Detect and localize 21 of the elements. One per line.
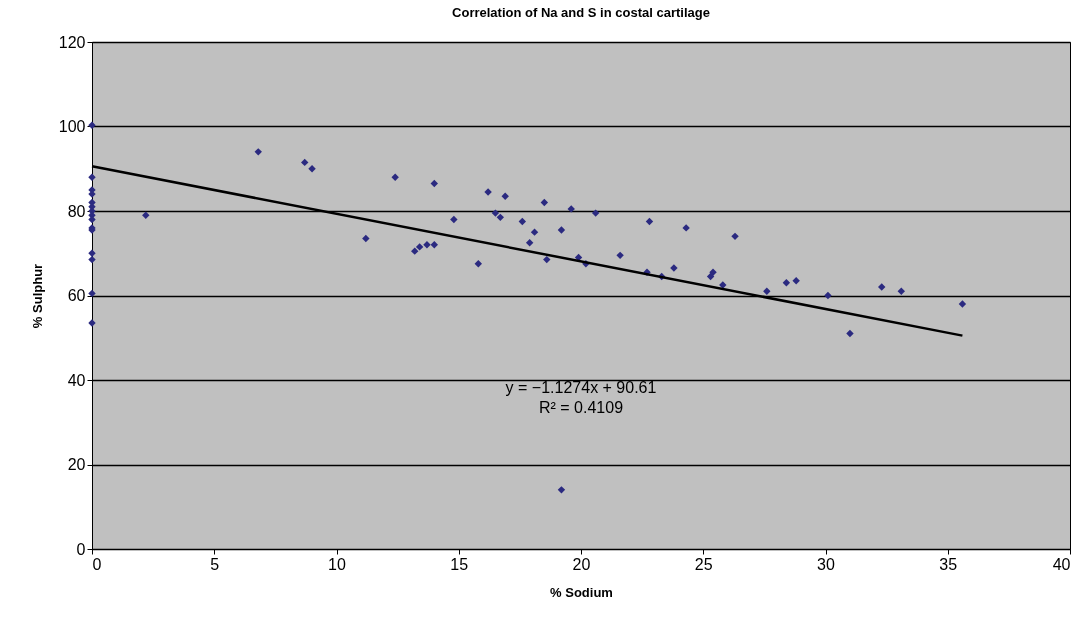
x-tick-label: 40 — [1052, 555, 1071, 573]
annotation: R² = 0.4109 — [538, 398, 624, 416]
x-tick-label: 20 — [572, 555, 591, 573]
y-tick-label: 0 — [76, 540, 86, 558]
y-tick-label: 60 — [67, 287, 86, 304]
x-tick-label: 5 — [210, 555, 220, 573]
y-tick-label: 20 — [67, 456, 86, 473]
x-tick-label: 0 — [92, 555, 102, 573]
x-axis-title: % Sodium — [550, 584, 613, 600]
y-tick-label: 40 — [67, 371, 86, 389]
x-tick-label: 15 — [450, 555, 469, 573]
x-tick-label: 35 — [939, 555, 958, 573]
x-tick-label: 25 — [694, 555, 713, 573]
chart-title: Correlation of Na and S in costal cartilage — [452, 5, 710, 20]
x-tick-label: 30 — [817, 555, 835, 573]
y-tick-label: 100 — [58, 118, 86, 135]
annotation: y = −1.1274x + 90.61 — [505, 378, 657, 396]
y-tick-label: 120 — [58, 33, 86, 51]
y-axis-title: % Sulphur — [29, 263, 45, 329]
y-tick-label: 80 — [67, 202, 86, 220]
x-tick-label: 10 — [328, 555, 346, 573]
